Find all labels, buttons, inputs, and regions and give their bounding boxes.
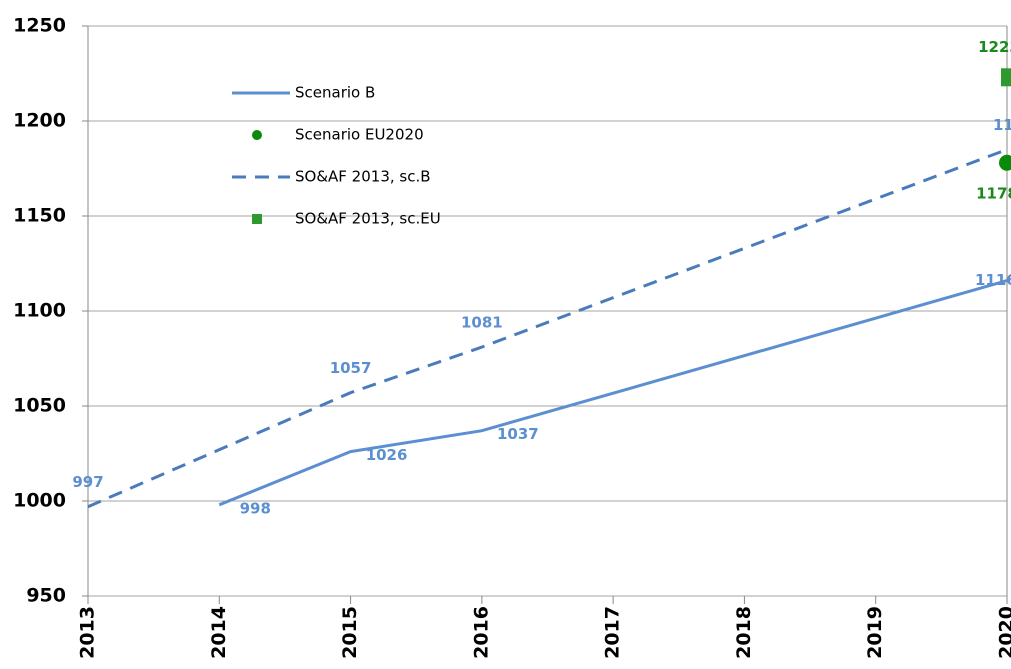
data-label: 997 (72, 473, 103, 491)
series-line (218, 279, 1008, 507)
x-tick-label: 2015 (339, 606, 361, 659)
point (999, 154, 1011, 171)
y-tick-label: 1200 (13, 110, 66, 132)
data-label: 1185 (993, 116, 1011, 134)
x-tick-label: 2013 (77, 606, 99, 659)
legend-label: Scenario EU2020 (295, 126, 424, 144)
y-tick-label: 950 (26, 585, 66, 607)
point (1001, 68, 1011, 87)
data-label: 1178 (976, 184, 1011, 202)
x-tick-label: 2014 (208, 606, 230, 659)
legend-label: SO&AF 2013, sc.EU (295, 210, 441, 228)
data-label: 998 (240, 499, 271, 517)
data-label: 1081 (461, 314, 503, 332)
x-tick-label: 2020 (996, 606, 1011, 659)
x-tick-label: 2019 (864, 606, 886, 659)
x-tick-label: 2016 (470, 606, 492, 659)
legend-swatch (252, 130, 262, 140)
data-label: 1223 (978, 38, 1011, 56)
x-tick-label: 2018 (733, 606, 755, 659)
y-tick-label: 1000 (13, 490, 66, 512)
data-label: 1116 (975, 271, 1011, 289)
legend-label: Scenario B (295, 84, 375, 102)
y-tick-label: 1100 (13, 300, 66, 322)
x-tick-label: 2017 (602, 606, 624, 659)
y-tick-label: 1250 (13, 15, 66, 37)
y-tick-label: 1150 (13, 205, 66, 227)
data-label: 1026 (366, 446, 408, 464)
y-tick-label: 1050 (13, 395, 66, 417)
data-label: 1057 (330, 359, 372, 377)
data-label: 1037 (497, 425, 539, 443)
legend-swatch (252, 214, 262, 224)
legend-label: SO&AF 2013, sc.B (295, 168, 431, 186)
series-line (87, 148, 1008, 509)
